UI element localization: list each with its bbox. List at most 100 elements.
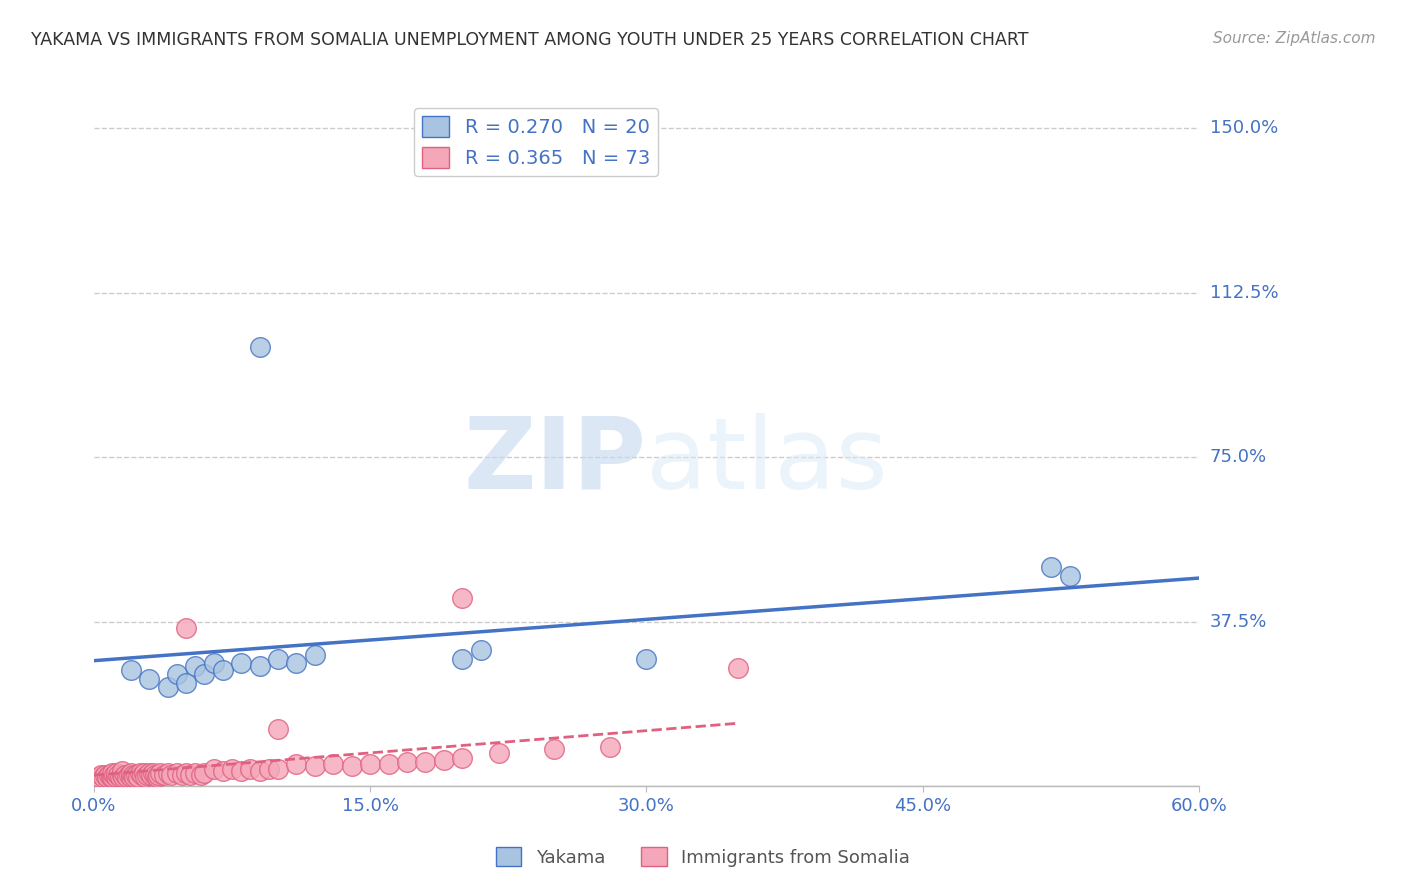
Point: [90, 768, 112, 782]
Point: [1059, 568, 1081, 582]
Point: [231, 657, 253, 671]
Point: [108, 770, 131, 784]
Point: [193, 667, 215, 681]
Point: [174, 621, 197, 635]
Point: [249, 341, 271, 355]
Point: [139, 768, 162, 782]
Point: [211, 663, 233, 677]
Point: [120, 663, 142, 677]
Text: Source: ZipAtlas.com: Source: ZipAtlas.com: [1212, 31, 1375, 46]
Point: [105, 770, 128, 784]
Point: [174, 766, 197, 780]
Point: [249, 658, 271, 673]
Point: [193, 766, 215, 780]
Point: [143, 768, 166, 782]
Point: [1040, 559, 1063, 574]
Point: [636, 652, 658, 666]
Point: [172, 768, 194, 782]
Point: [451, 652, 474, 666]
Text: 75.0%: 75.0%: [1211, 448, 1267, 467]
Point: [134, 770, 156, 784]
Text: 112.5%: 112.5%: [1211, 284, 1278, 301]
Point: [114, 768, 136, 782]
Point: [124, 770, 146, 784]
Point: [112, 770, 135, 784]
Point: [105, 766, 128, 780]
Point: [267, 762, 290, 776]
Point: [118, 768, 141, 782]
Point: [110, 768, 132, 782]
Legend: R = 0.270   N = 20, R = 0.365   N = 73: R = 0.270 N = 20, R = 0.365 N = 73: [415, 109, 658, 176]
Text: 37.5%: 37.5%: [1211, 613, 1267, 631]
Point: [179, 768, 201, 782]
Point: [148, 768, 170, 782]
Point: [100, 770, 122, 784]
Point: [415, 755, 437, 769]
Point: [138, 672, 160, 686]
Point: [138, 766, 160, 780]
Point: [470, 643, 492, 657]
Point: [433, 753, 456, 767]
Point: [107, 768, 129, 782]
Point: [257, 762, 280, 776]
Point: [174, 676, 197, 690]
Point: [96, 770, 118, 784]
Point: [131, 768, 153, 782]
Point: [127, 770, 149, 784]
Point: [121, 768, 143, 782]
Point: [94, 768, 117, 782]
Point: [340, 759, 363, 773]
Point: [97, 768, 120, 782]
Point: [149, 766, 172, 780]
Point: [202, 762, 225, 776]
Point: [322, 757, 344, 772]
Point: [136, 768, 159, 782]
Point: [304, 648, 326, 662]
Point: [221, 762, 243, 776]
Point: [103, 768, 125, 782]
Point: [132, 766, 155, 780]
Point: [156, 681, 179, 695]
Point: [166, 667, 188, 681]
Point: [231, 764, 253, 778]
Point: [115, 770, 138, 784]
Point: [101, 766, 124, 780]
Text: YAKAMA VS IMMIGRANTS FROM SOMALIA UNEMPLOYMENT AMONG YOUTH UNDER 25 YEARS CORREL: YAKAMA VS IMMIGRANTS FROM SOMALIA UNEMPL…: [31, 31, 1028, 49]
Point: [160, 768, 183, 782]
Point: [166, 766, 188, 780]
Point: [488, 746, 510, 760]
Point: [249, 764, 271, 778]
Point: [89, 770, 111, 784]
Point: [267, 722, 290, 736]
Point: [142, 766, 165, 780]
Point: [120, 770, 142, 784]
Legend: Yakama, Immigrants from Somalia: Yakama, Immigrants from Somalia: [489, 840, 917, 874]
Point: [145, 770, 167, 784]
Point: [727, 661, 749, 675]
Point: [120, 766, 142, 780]
Point: [156, 766, 179, 780]
Point: [110, 764, 132, 778]
Point: [359, 757, 381, 772]
Point: [211, 764, 233, 778]
Point: [451, 750, 474, 764]
Point: [129, 766, 152, 780]
Point: [543, 742, 565, 756]
Point: [91, 770, 114, 784]
Text: 150.0%: 150.0%: [1211, 120, 1278, 137]
Text: ZIP: ZIP: [464, 413, 647, 510]
Text: atlas: atlas: [647, 413, 889, 510]
Point: [239, 762, 262, 776]
Point: [599, 739, 621, 754]
Point: [377, 757, 399, 772]
Point: [285, 657, 308, 671]
Point: [125, 768, 148, 782]
Point: [184, 658, 207, 673]
Point: [285, 757, 308, 772]
Point: [101, 770, 124, 784]
Point: [190, 768, 212, 782]
Point: [395, 755, 418, 769]
Point: [153, 768, 176, 782]
Point: [267, 652, 290, 666]
Point: [451, 591, 474, 605]
